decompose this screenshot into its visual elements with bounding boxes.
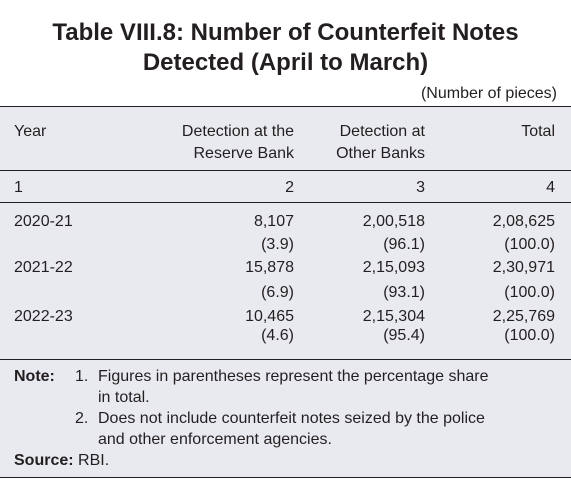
note-2-line-1: 2. Does not include counterfeit notes se… <box>14 408 559 429</box>
row-banks-percent: (95.4) <box>383 327 425 344</box>
source-value: RBI. <box>78 452 110 469</box>
row-total-percent: (100.0) <box>504 327 555 344</box>
note-2-text-line-2: and other enforcement agencies. <box>98 431 332 448</box>
row-year: 2022-23 <box>14 308 73 325</box>
column-number-2: 2 <box>285 179 294 196</box>
table-title-line-2: Detected (April to March) <box>142 49 429 76</box>
row-rbi-percent: (3.9) <box>261 236 294 253</box>
header-other-banks-line-1: Detection at <box>339 123 425 140</box>
column-number-4: 4 <box>546 179 555 196</box>
row-rbi-value: 15,878 <box>245 259 294 276</box>
row-rbi-percent: (4.6) <box>261 327 294 344</box>
row-banks-percent: (93.1) <box>383 284 425 301</box>
header-other-banks-line-2: Other Banks <box>336 145 425 162</box>
table-title: Table VIII.8: Number of Counterfeit Note… <box>0 18 571 78</box>
header-year: Year <box>14 123 47 140</box>
note-1-line-2: in total. <box>14 387 559 408</box>
source-label: Source: <box>14 452 74 469</box>
column-number-1: 1 <box>14 179 23 196</box>
row-year: 2021-22 <box>14 259 73 276</box>
note-1-number: 1. <box>75 368 89 385</box>
counterfeit-notes-table: Year Detection at the Reserve Bank Detec… <box>0 106 571 478</box>
table-title-line-1: Table VIII.8: Number of Counterfeit Note… <box>52 19 519 46</box>
units-note: (Number of pieces) <box>420 85 557 102</box>
row-banks-percent: (96.1) <box>383 236 425 253</box>
header-reserve-bank-line-1: Detection at the <box>181 123 294 140</box>
column-number-3: 3 <box>416 179 425 196</box>
row-total-value: 2,30,971 <box>492 259 555 276</box>
notes-section: Note: 1. Figures in parentheses represen… <box>14 366 559 471</box>
note-label: Note: <box>14 368 55 385</box>
note-1-text-line-2: in total. <box>98 389 150 406</box>
column-number-divider <box>0 202 571 203</box>
row-rbi-value: 8,107 <box>253 213 294 230</box>
row-rbi-value: 10,465 <box>245 308 294 325</box>
row-total-percent: (100.0) <box>504 284 555 301</box>
row-rbi-percent: (6.9) <box>261 284 294 301</box>
row-year: 2020-21 <box>14 213 73 230</box>
header-divider <box>0 170 571 171</box>
note-1-line-1: Note: 1. Figures in parentheses represen… <box>14 366 559 387</box>
source-line: Source: RBI. <box>14 450 559 471</box>
row-total-percent: (100.0) <box>504 236 555 253</box>
note-1-text-line-1: Figures in parentheses represent the per… <box>98 368 489 385</box>
header-reserve-bank-line-2: Reserve Bank <box>193 145 295 162</box>
row-total-value: 2,25,769 <box>492 308 555 325</box>
header-total: Total <box>521 123 555 140</box>
note-2-text-line-1: Does not include counterfeit notes seize… <box>98 410 485 427</box>
notes-divider <box>0 359 571 360</box>
row-banks-value: 2,15,093 <box>362 259 425 276</box>
note-2-line-2: and other enforcement agencies. <box>14 429 559 450</box>
note-2-number: 2. <box>75 410 89 427</box>
row-banks-value: 2,00,518 <box>362 213 425 230</box>
row-banks-value: 2,15,304 <box>362 308 425 325</box>
row-total-value: 2,08,625 <box>492 213 555 230</box>
